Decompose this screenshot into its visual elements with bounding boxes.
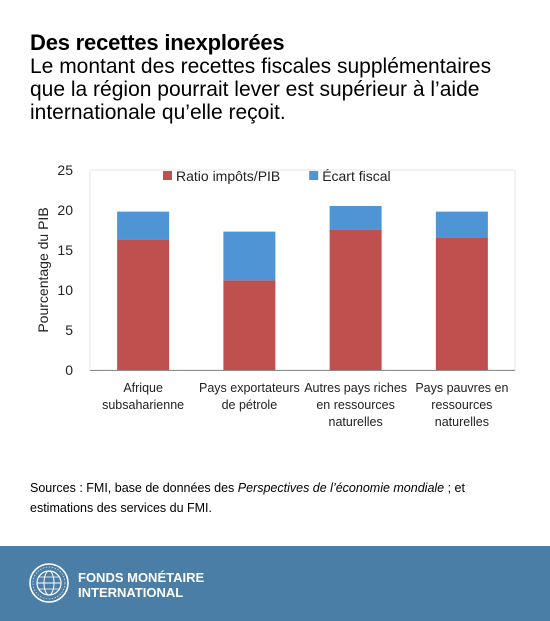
x-category-label: naturelles bbox=[435, 415, 489, 429]
legend-label-fiscal-gap: Écart fiscal bbox=[322, 168, 390, 184]
legend-swatch-tax-ratio bbox=[163, 171, 172, 180]
sources-publication: Perspectives de l’économie mondiale bbox=[237, 481, 445, 495]
bar-segment-tax-ratio bbox=[329, 230, 382, 370]
imf-seal-icon bbox=[29, 563, 69, 603]
bar-segment-tax-ratio bbox=[435, 238, 488, 370]
imf-footer: FONDS MONÉTAIRE INTERNATIONAL bbox=[0, 546, 550, 621]
x-category-label: subsaharienne bbox=[102, 398, 184, 412]
page-title: Des recettes inexplorées bbox=[30, 30, 285, 55]
x-category-label: Autres pays riches bbox=[304, 381, 407, 395]
legend-label-tax-ratio: Ratio impôts/PIB bbox=[176, 168, 280, 184]
y-tick-label: 10 bbox=[57, 282, 73, 298]
x-category-label: Pays pauvres en bbox=[415, 381, 508, 395]
stacked-bar-chart: 0 5 10 15 20 25 Pourcentage du PIB Afrique subsa… bbox=[35, 162, 516, 429]
x-category-label: ressources bbox=[431, 398, 492, 412]
legend-swatch-fiscal-gap bbox=[309, 171, 319, 180]
y-tick-label: 0 bbox=[65, 362, 73, 378]
imf-name: FONDS MONÉTAIRE INTERNATIONAL bbox=[78, 570, 204, 600]
x-category-label: naturelles bbox=[329, 415, 383, 429]
bar-segment-tax-ratio bbox=[223, 280, 276, 370]
sources-suffix: ; et estimations des services du FMI. bbox=[30, 481, 465, 515]
bar-segment-fiscal-gap bbox=[117, 211, 170, 240]
y-tick-label: 25 bbox=[57, 162, 73, 178]
page-subtitle: Le montant des recettes fiscales supplém… bbox=[30, 55, 492, 124]
y-tick-label: 5 bbox=[65, 322, 73, 338]
sources-prefix: Sources : FMI, base de données des bbox=[30, 481, 238, 495]
y-axis-label: Pourcentage du PIB bbox=[35, 207, 51, 332]
y-tick-label: 15 bbox=[57, 242, 73, 258]
sources-note: Sources : FMI, base de données des Persp… bbox=[30, 478, 520, 518]
bar-segment-fiscal-gap bbox=[329, 206, 382, 230]
x-category-label: Pays exportateurs bbox=[199, 381, 300, 395]
x-category-label: de pétrole bbox=[222, 398, 278, 412]
y-tick-label: 20 bbox=[57, 202, 73, 218]
imf-name-line1: FONDS MONÉTAIRE bbox=[78, 570, 205, 585]
x-category-label: Afrique bbox=[123, 381, 163, 395]
imf-name-line2: INTERNATIONAL bbox=[78, 585, 184, 600]
bar-segment-fiscal-gap bbox=[223, 231, 276, 281]
bar-segment-fiscal-gap bbox=[435, 211, 488, 238]
bar-segment-tax-ratio bbox=[117, 239, 170, 370]
x-category-label: en ressources bbox=[316, 398, 395, 412]
